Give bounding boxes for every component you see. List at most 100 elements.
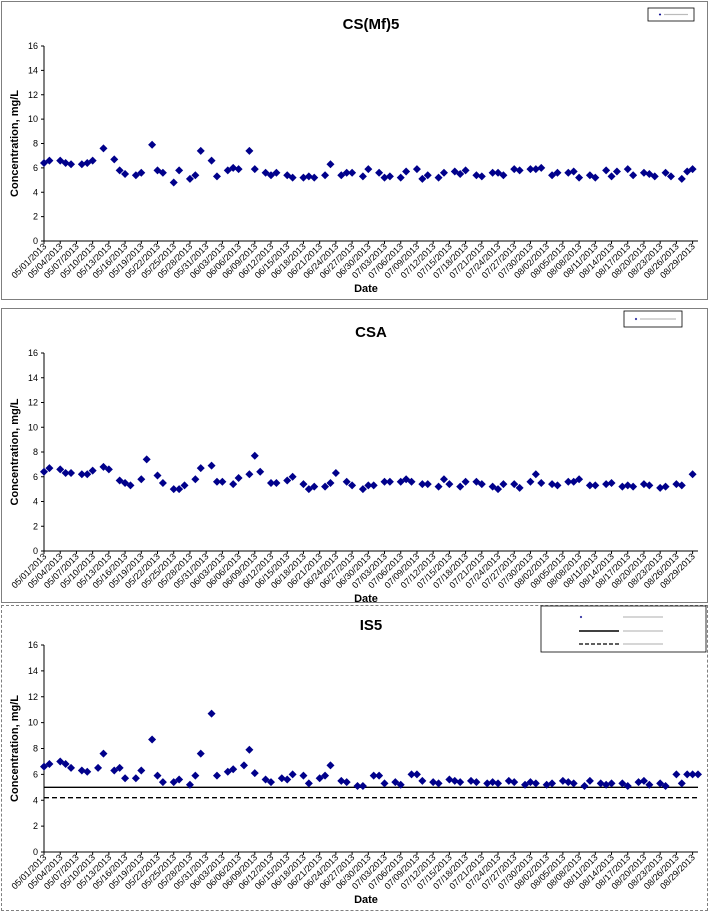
- data-point: [456, 778, 465, 787]
- data-point: [407, 770, 416, 779]
- y-tick-label: 12: [28, 90, 38, 100]
- data-point: [666, 172, 675, 181]
- data-point: [40, 467, 48, 476]
- data-point: [321, 171, 330, 180]
- legend-marker: [634, 317, 638, 321]
- data-point: [407, 477, 416, 486]
- data-point: [575, 475, 584, 484]
- data-point: [618, 482, 627, 491]
- data-point: [639, 776, 648, 785]
- data-point: [348, 168, 357, 177]
- y-tick-label: 16: [28, 348, 38, 358]
- data-point: [77, 470, 86, 479]
- data-point: [121, 478, 130, 487]
- data-point: [548, 779, 557, 788]
- data-point: [131, 774, 140, 783]
- data-point: [510, 165, 519, 174]
- data-point: [531, 165, 540, 174]
- data-point: [67, 160, 76, 169]
- data-point: [656, 779, 665, 788]
- data-point: [77, 160, 86, 169]
- data-point: [677, 481, 686, 490]
- data-point: [169, 485, 178, 494]
- data-point: [677, 174, 686, 183]
- data-point: [229, 163, 238, 172]
- y-tick-label: 16: [28, 41, 38, 51]
- data-point: [196, 146, 205, 155]
- data-point: [250, 451, 259, 460]
- y-tick-label: 6: [33, 472, 38, 482]
- data-point: [321, 482, 330, 491]
- data-point: [369, 771, 378, 780]
- data-point: [456, 482, 465, 491]
- data-point: [342, 778, 351, 787]
- data-point: [434, 779, 443, 788]
- data-point: [450, 776, 459, 785]
- data-point: [580, 782, 589, 791]
- data-point: [575, 173, 584, 182]
- chart-title: CSA: [355, 324, 387, 341]
- chart-title: IS5: [360, 617, 383, 634]
- data-point: [526, 477, 535, 486]
- data-point: [488, 168, 497, 177]
- data-point: [272, 168, 281, 177]
- data-point: [688, 470, 697, 479]
- data-point: [191, 171, 200, 180]
- data-point: [456, 169, 465, 178]
- data-point: [634, 778, 643, 787]
- data-point: [61, 760, 70, 769]
- data-point: [267, 478, 276, 487]
- y-tick-label: 4: [33, 497, 38, 507]
- data-point: [67, 763, 76, 772]
- y-tick-label: 2: [33, 821, 38, 831]
- data-point: [429, 778, 438, 787]
- y-tick-label: 8: [33, 744, 38, 754]
- data-point: [418, 174, 427, 183]
- data-point: [45, 760, 54, 769]
- data-point: [569, 779, 578, 788]
- data-point: [331, 469, 340, 478]
- data-point: [461, 477, 470, 486]
- data-point: [688, 165, 697, 174]
- data-point: [672, 480, 681, 489]
- data-point: [629, 171, 638, 180]
- data-point: [510, 778, 519, 787]
- data-point: [283, 476, 292, 485]
- data-point: [288, 770, 297, 779]
- data-point: [56, 465, 65, 474]
- data-point: [207, 156, 216, 165]
- data-point: [245, 470, 254, 479]
- y-tick-label: 10: [28, 718, 38, 728]
- data-point: [645, 481, 654, 490]
- y-tick-label: 8: [33, 447, 38, 457]
- data-point: [494, 779, 503, 788]
- data-point: [694, 770, 702, 779]
- legend-entry-text: [664, 13, 688, 16]
- data-point: [191, 771, 200, 780]
- data-point: [515, 166, 524, 175]
- data-point: [510, 480, 519, 489]
- data-point: [158, 478, 167, 487]
- data-point: [169, 178, 178, 187]
- data-point: [445, 480, 454, 489]
- data-point: [239, 761, 248, 770]
- chart-csmf5: CS(Mf)5024681012141605/01/201305/04/2013…: [9, 7, 698, 295]
- data-point: [175, 485, 184, 494]
- data-point: [77, 766, 86, 775]
- data-point: [121, 169, 130, 178]
- data-point: [348, 481, 357, 490]
- data-point: [342, 168, 351, 177]
- data-point: [67, 469, 76, 478]
- data-point: [137, 168, 146, 177]
- data-point: [380, 477, 389, 486]
- data-point: [439, 475, 448, 484]
- data-point: [526, 165, 535, 174]
- data-point: [180, 481, 189, 490]
- legend-marker: [579, 615, 583, 619]
- data-point: [148, 140, 157, 149]
- data-point: [385, 477, 394, 486]
- data-point: [229, 480, 238, 489]
- chart-is5: IS5024681012141605/01/201305/04/201305/0…: [9, 605, 707, 906]
- data-point: [45, 464, 54, 473]
- data-point: [185, 780, 194, 789]
